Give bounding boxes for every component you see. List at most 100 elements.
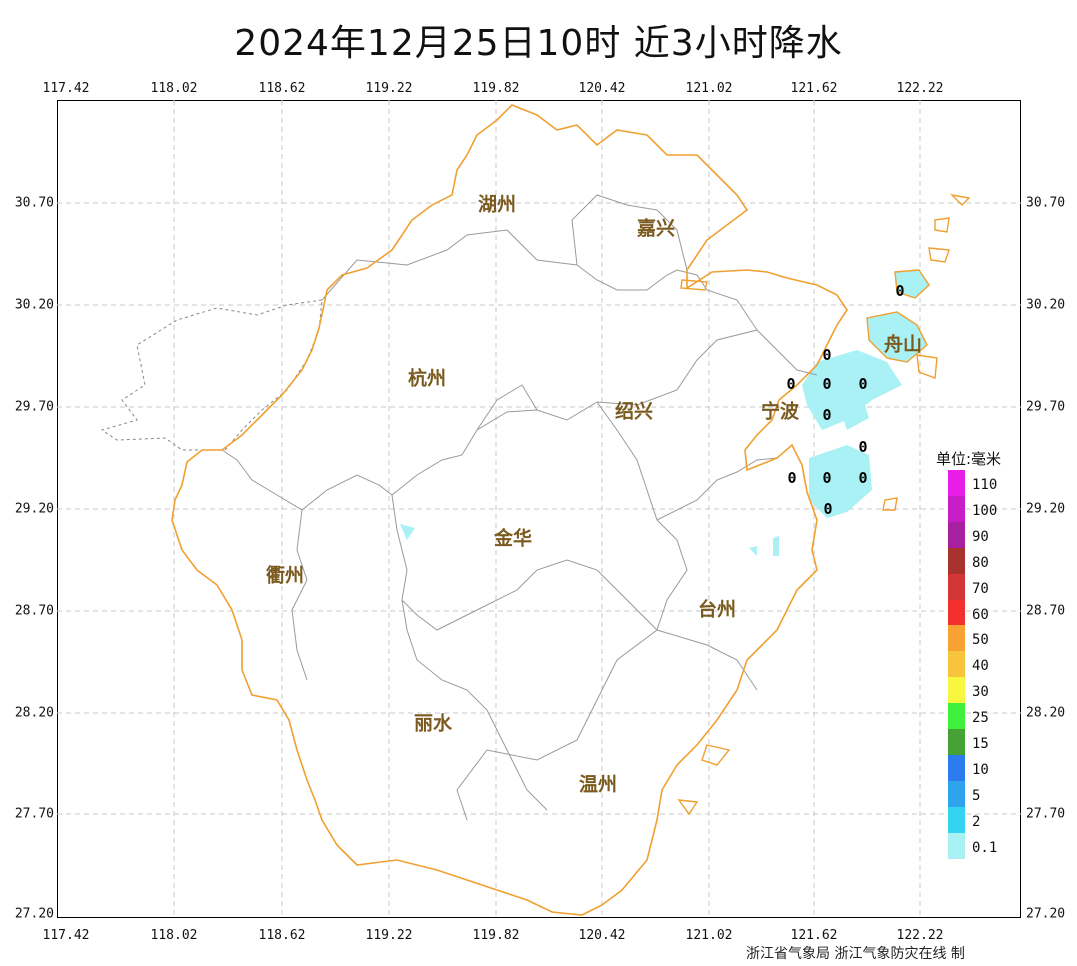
legend-item: 25 [948,703,1028,730]
station-value[interactable]: 0 [822,346,832,364]
city-label-shaoxing[interactable]: 绍兴 [614,400,654,423]
legend-swatch [948,677,965,704]
station-value[interactable]: 0 [786,375,796,393]
lon-tick-bottom: 118.62 [258,928,306,943]
legend-item: 15 [948,729,1028,755]
legend-item: 110 [948,470,1028,496]
lon-tick-top: 119.82 [472,81,520,96]
lat-tick-left: 29.20 [14,501,54,517]
lat-tick-right: 30.70 [1026,195,1066,211]
external-boundary [100,299,323,451]
lon-tick-top: 122.22 [896,81,944,96]
city-label-lishui[interactable]: 丽水 [413,712,453,735]
lat-tick-left: 28.70 [14,603,54,619]
legend-item: 10 [948,754,1028,781]
station-value[interactable]: 0 [822,469,832,487]
lat-tick-right: 29.20 [1026,501,1066,517]
lat-tick-left: 27.70 [14,806,54,822]
lon-tick-bottom: 122.22 [896,928,944,943]
station-value[interactable]: 0 [895,282,905,300]
legend-swatch [948,495,965,522]
legend-swatch [948,832,965,859]
station-value[interactable]: 0 [858,469,868,487]
legend-swatch [948,599,965,626]
legend-label: 5 [972,787,981,804]
legend-swatch [948,703,965,730]
legend-label: 25 [972,710,989,727]
legend-item: 70 [948,573,1028,600]
precipitation-map[interactable] [57,100,1021,918]
lon-tick-bottom: 121.02 [685,928,733,943]
legend-label: 10 [972,761,989,778]
lon-tick-bottom: 119.82 [472,928,520,943]
lon-tick-top: 118.02 [150,81,198,96]
city-label-ningbo[interactable]: 宁波 [760,400,800,423]
lat-tick-left: 30.70 [14,195,54,211]
lat-tick-right: 29.70 [1026,399,1066,415]
lon-tick-top: 119.22 [365,81,413,96]
legend-label: 2 [972,813,981,830]
legend-item: 60 [948,599,1028,626]
lat-tick-right: 28.20 [1026,705,1066,721]
legend-label: 50 [972,632,989,649]
province-boundary [171,104,848,916]
station-value[interactable]: 0 [787,469,797,487]
legend-swatch [948,651,965,678]
legend-item: 40 [948,651,1028,678]
legend-label: 80 [972,554,989,571]
lat-tick-right: 28.70 [1026,603,1066,619]
legend-item: 90 [948,521,1028,548]
legend-swatch [948,625,965,652]
lat-tick-right: 27.20 [1026,906,1066,922]
legend-label: 70 [972,580,989,597]
legend-title: 单位:毫米 [936,450,1002,468]
city-boundaries [221,194,818,821]
legend-swatch [948,729,965,755]
legend-swatch [948,547,965,574]
station-value[interactable]: 0 [823,500,833,518]
city-label-jiaxing[interactable]: 嘉兴 [636,217,676,240]
station-value[interactable]: 0 [822,375,832,393]
lon-tick-top: 121.02 [685,81,733,96]
legend-swatch [948,780,965,807]
legend-item: 2 [948,806,1028,833]
lat-tick-left: 27.20 [14,906,54,922]
legend-label: 90 [972,528,989,545]
legend-item: 30 [948,677,1028,704]
lat-tick-right: 27.70 [1026,806,1066,822]
city-label-huzhou[interactable]: 湖州 [477,193,517,216]
city-label-zhoushan[interactable]: 舟山 [883,333,923,356]
legend-label: 30 [972,684,989,701]
islands [677,193,971,816]
lat-tick-left: 28.20 [14,705,54,721]
map-title: 2024年12月25日10时 近3小时降水 [234,23,843,64]
lon-tick-bottom: 119.22 [365,928,413,943]
station-value[interactable]: 0 [822,406,832,424]
legend-swatch [948,470,965,496]
city-label-wenzhou[interactable]: 温州 [578,773,618,796]
credit-line: 浙江省气象局 浙江气象防灾在线 制 [746,946,965,962]
legend-item: 100 [948,495,1028,522]
rain-area [400,270,929,556]
city-label-taizhou[interactable]: 台州 [697,598,737,621]
legend-label: 100 [972,502,998,519]
legend-item: 5 [948,780,1028,807]
station-value[interactable]: 0 [858,438,868,456]
city-label-hangzhou[interactable]: 杭州 [407,367,447,390]
lon-tick-top: 118.62 [258,81,306,96]
lat-tick-left: 30.20 [14,297,54,313]
legend-swatch [948,754,965,781]
lat-tick-left: 29.70 [14,399,54,415]
city-label-jinhua[interactable]: 金华 [493,527,533,550]
legend-label: 40 [972,658,989,675]
legend-label: 15 [972,736,989,752]
lon-tick-bottom: 120.42 [578,928,626,943]
bay-outline [680,279,708,291]
lon-tick-bottom: 118.02 [150,928,198,943]
legend-label: 110 [972,477,998,493]
legend-label: 60 [972,606,989,623]
lon-tick-top: 121.62 [790,81,838,96]
city-label-quzhou[interactable]: 衢州 [265,564,305,587]
legend-swatch [948,521,965,548]
station-value[interactable]: 0 [858,375,868,393]
